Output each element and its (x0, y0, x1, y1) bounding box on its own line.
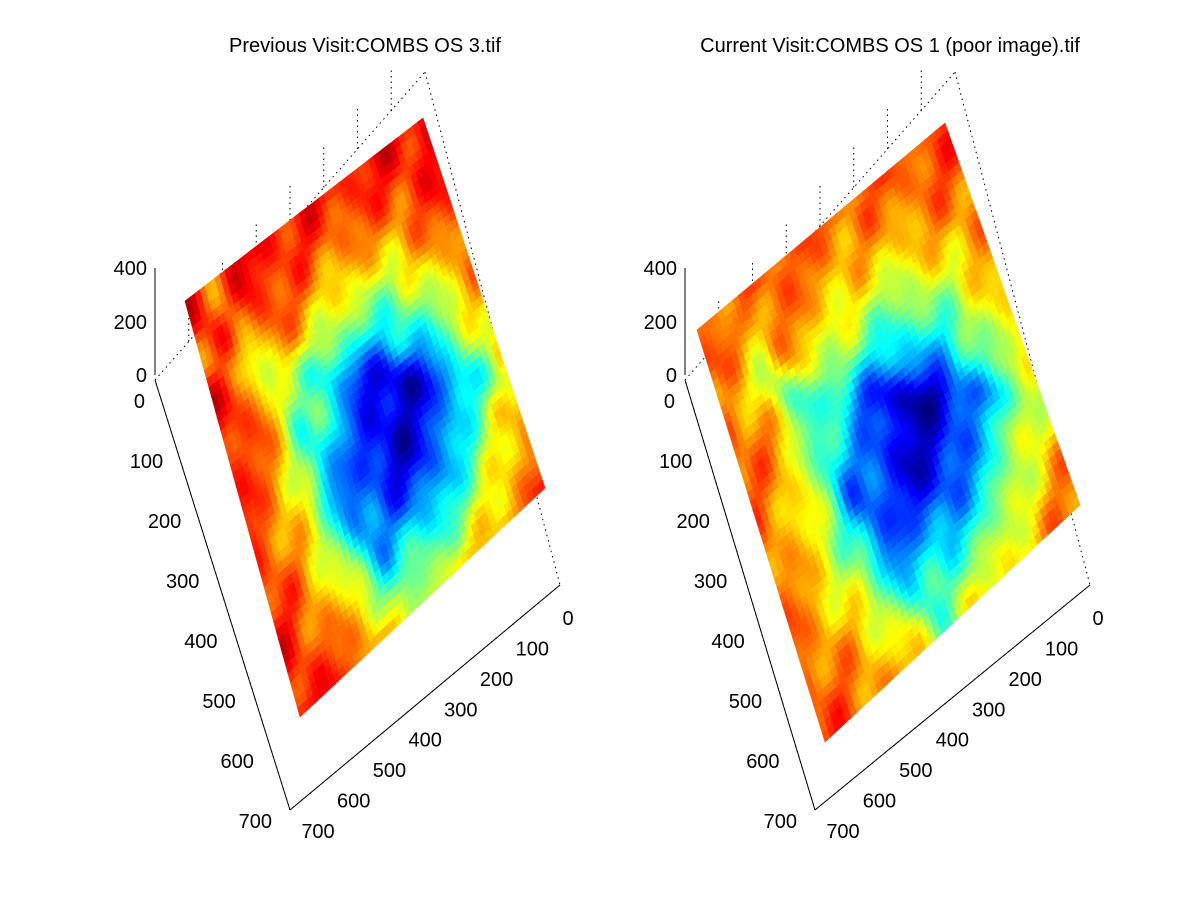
x-tick-label: 600 (863, 791, 896, 813)
y-tick-label: 0 (664, 391, 675, 413)
z-tick-label: 0 (666, 365, 677, 387)
y-tick-label: 300 (166, 571, 199, 593)
x-tick-label: 0 (562, 608, 573, 630)
plot-title: Previous Visit:COMBS OS 3.tif (229, 35, 501, 57)
y-tick-label: 200 (148, 511, 181, 533)
z-tick-label: 400 (644, 258, 677, 280)
plot-title: Current Visit:COMBS OS 1 (poor image).ti… (700, 35, 1080, 57)
x-tick-label: 700 (301, 821, 334, 843)
x-tick-label: 500 (899, 760, 932, 782)
z-tick-label: 0 (136, 365, 147, 387)
x-tick-label: 100 (1045, 638, 1078, 660)
y-tick-label: 600 (746, 751, 779, 773)
z-tick-label: 400 (114, 258, 147, 280)
y-tick-label: 100 (659, 451, 692, 473)
y-tick-label: 700 (239, 811, 272, 833)
y-tick-label: 700 (764, 811, 797, 833)
y-tick-label: 0 (134, 391, 145, 413)
y-tick-label: 400 (184, 631, 217, 653)
x-tick-label: 100 (516, 638, 549, 660)
y-tick-label: 300 (694, 571, 727, 593)
surface-plot-previous-visit: Previous Visit:COMBS OS 3.tif 0 200 400 0 10… (114, 35, 574, 843)
x-tick-label: 300 (972, 699, 1005, 721)
x-tick-label: 300 (444, 699, 477, 721)
y-tick-label: 200 (676, 511, 709, 533)
x-tick-label: 200 (480, 669, 513, 691)
x-tick-label: 500 (373, 760, 406, 782)
y-tick-label: 500 (729, 691, 762, 713)
y-tick-label: 100 (130, 451, 163, 473)
y-tick-label: 400 (711, 631, 744, 653)
x-tick-label: 400 (408, 730, 441, 752)
x-tick-label: 600 (337, 791, 370, 813)
x-tick-label: 400 (936, 730, 969, 752)
x-tick-label: 0 (1092, 608, 1103, 630)
z-tick-label: 200 (114, 312, 147, 334)
x-tick-label: 700 (826, 821, 859, 843)
y-tick-label: 600 (220, 751, 253, 773)
y-tick-label: 500 (202, 691, 235, 713)
x-tick-label: 200 (1008, 669, 1041, 691)
z-tick-label: 200 (644, 312, 677, 334)
